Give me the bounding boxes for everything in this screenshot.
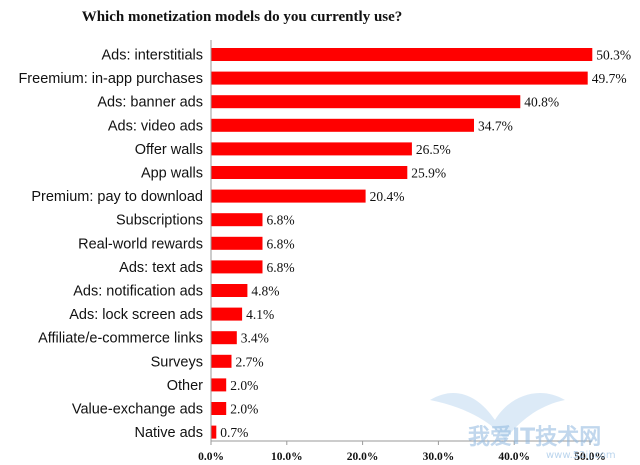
bar bbox=[211, 378, 227, 392]
category-label: Real-world rewards bbox=[78, 236, 203, 252]
value-label: 6.8% bbox=[267, 260, 295, 275]
category-label: Other bbox=[167, 378, 203, 394]
category-label: App walls bbox=[141, 166, 203, 182]
x-tick-label: 20.0% bbox=[347, 451, 379, 463]
category-label: Surveys bbox=[151, 354, 203, 370]
category-label: Ads: banner ads bbox=[97, 95, 203, 111]
bar bbox=[211, 213, 263, 227]
axes-group: 0.0% 10.0% 20.0% 30.0% 40.0% 50.0% bbox=[198, 40, 606, 463]
value-label: 6.8% bbox=[267, 236, 295, 251]
value-label: 2.7% bbox=[236, 354, 264, 369]
bar bbox=[211, 354, 232, 368]
value-label: 6.8% bbox=[267, 213, 295, 228]
category-label: Ads: interstitials bbox=[101, 48, 203, 64]
x-tick-label: 30.0% bbox=[423, 451, 455, 463]
bar bbox=[211, 284, 248, 297]
watermark: 我爱IT技术网 www.52ij.com bbox=[430, 392, 616, 461]
category-label: Ads: text ads bbox=[119, 260, 203, 276]
x-tick-label: 50.0% bbox=[574, 451, 606, 463]
x-tick-label: 10.0% bbox=[271, 451, 303, 463]
bar bbox=[211, 331, 237, 345]
bar bbox=[211, 118, 474, 132]
value-label: 4.8% bbox=[251, 284, 279, 299]
bar bbox=[211, 189, 366, 203]
watermark-wings-icon bbox=[430, 392, 565, 440]
bar bbox=[211, 402, 227, 415]
watermark-text: 我爱IT技术网 bbox=[468, 425, 601, 450]
category-label: Subscriptions bbox=[116, 213, 203, 229]
value-label: 2.0% bbox=[230, 378, 258, 393]
bar bbox=[211, 71, 588, 85]
category-label: Value-exchange ads bbox=[72, 402, 203, 418]
bar bbox=[211, 142, 412, 156]
value-label: 20.4% bbox=[370, 189, 405, 204]
x-tick-label: 40.0% bbox=[498, 451, 530, 463]
category-label: Ads: video ads bbox=[108, 118, 203, 134]
value-label: 34.7% bbox=[478, 118, 513, 133]
bar bbox=[211, 48, 593, 61]
category-label: Ads: lock screen ads bbox=[69, 307, 203, 323]
category-label: Offer walls bbox=[135, 142, 203, 158]
value-label: 2.0% bbox=[230, 402, 258, 417]
category-label: Affiliate/e-commerce links bbox=[38, 331, 203, 347]
value-label: 25.9% bbox=[411, 166, 446, 181]
watermark-url: www.52ij.com bbox=[546, 450, 616, 461]
value-label: 0.7% bbox=[220, 425, 248, 440]
bar bbox=[211, 425, 217, 439]
chart-title: Which monetization models do you current… bbox=[82, 9, 403, 25]
value-label: 40.8% bbox=[524, 95, 559, 110]
value-label: 3.4% bbox=[241, 331, 269, 346]
value-label: 4.1% bbox=[246, 307, 274, 322]
category-label: Native ads bbox=[134, 425, 203, 441]
value-label: 49.7% bbox=[592, 71, 627, 86]
bars-group: Ads: interstitials 50.3% Freemium: in-app … bbox=[18, 48, 631, 442]
bar bbox=[211, 260, 263, 274]
category-label: Premium: pay to download bbox=[31, 189, 203, 205]
bar bbox=[211, 307, 243, 321]
x-tick-label: 0.0% bbox=[198, 451, 224, 463]
bar bbox=[211, 95, 521, 109]
category-label: Ads: notification ads bbox=[73, 284, 203, 300]
category-label: Freemium: in-app purchases bbox=[18, 71, 203, 87]
value-label: 50.3% bbox=[596, 48, 631, 63]
bar bbox=[211, 166, 408, 179]
value-label: 26.5% bbox=[416, 142, 451, 157]
bar bbox=[211, 236, 263, 250]
